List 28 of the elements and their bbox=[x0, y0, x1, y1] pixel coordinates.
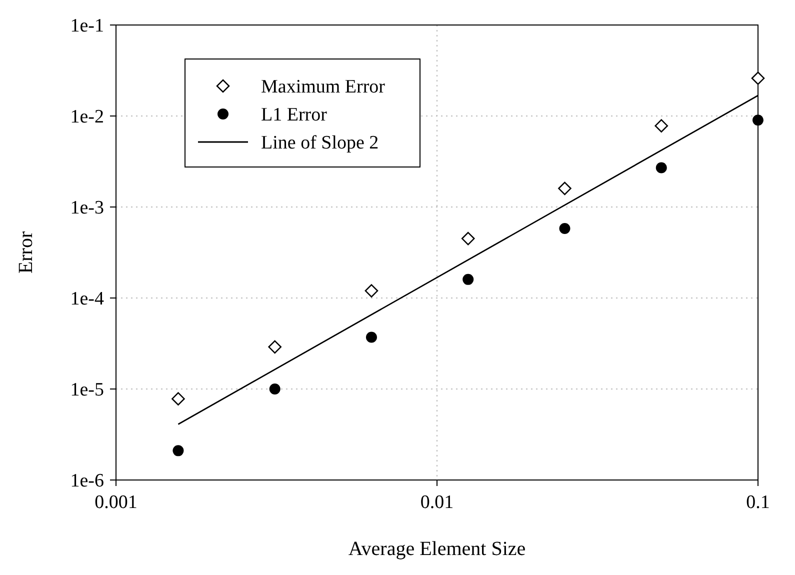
point bbox=[751, 72, 765, 85]
point bbox=[172, 392, 185, 406]
point bbox=[462, 274, 474, 285]
x-axis-title: Average Element Size bbox=[348, 538, 526, 560]
point bbox=[461, 232, 475, 246]
x-tick-label: 0.001 bbox=[94, 492, 138, 513]
point bbox=[558, 182, 572, 196]
y-tick-label: 1e-1 bbox=[70, 16, 104, 37]
legend-label: Maximum Error bbox=[261, 76, 386, 98]
y-tick-label: 1e-4 bbox=[70, 288, 104, 310]
x-tick-label: 0.01 bbox=[420, 492, 454, 513]
y-tick-label: 1e-5 bbox=[70, 380, 104, 401]
point bbox=[366, 332, 377, 343]
y-tick-label: 1e-2 bbox=[70, 106, 104, 128]
y-tick-label: 1e-3 bbox=[70, 198, 104, 219]
point bbox=[364, 284, 378, 298]
legend-label: Line of Slope 2 bbox=[261, 132, 379, 154]
y-tick-label: 1e-6 bbox=[70, 470, 104, 492]
point bbox=[172, 445, 184, 456]
point bbox=[269, 384, 280, 394]
point bbox=[559, 223, 570, 234]
point bbox=[752, 114, 764, 126]
point bbox=[656, 162, 667, 174]
y-axis-title: Error bbox=[15, 231, 37, 274]
point bbox=[654, 119, 668, 132]
legend-label: L1 Error bbox=[261, 104, 328, 126]
point bbox=[268, 340, 282, 354]
x-tick-label: 0.1 bbox=[746, 492, 770, 513]
